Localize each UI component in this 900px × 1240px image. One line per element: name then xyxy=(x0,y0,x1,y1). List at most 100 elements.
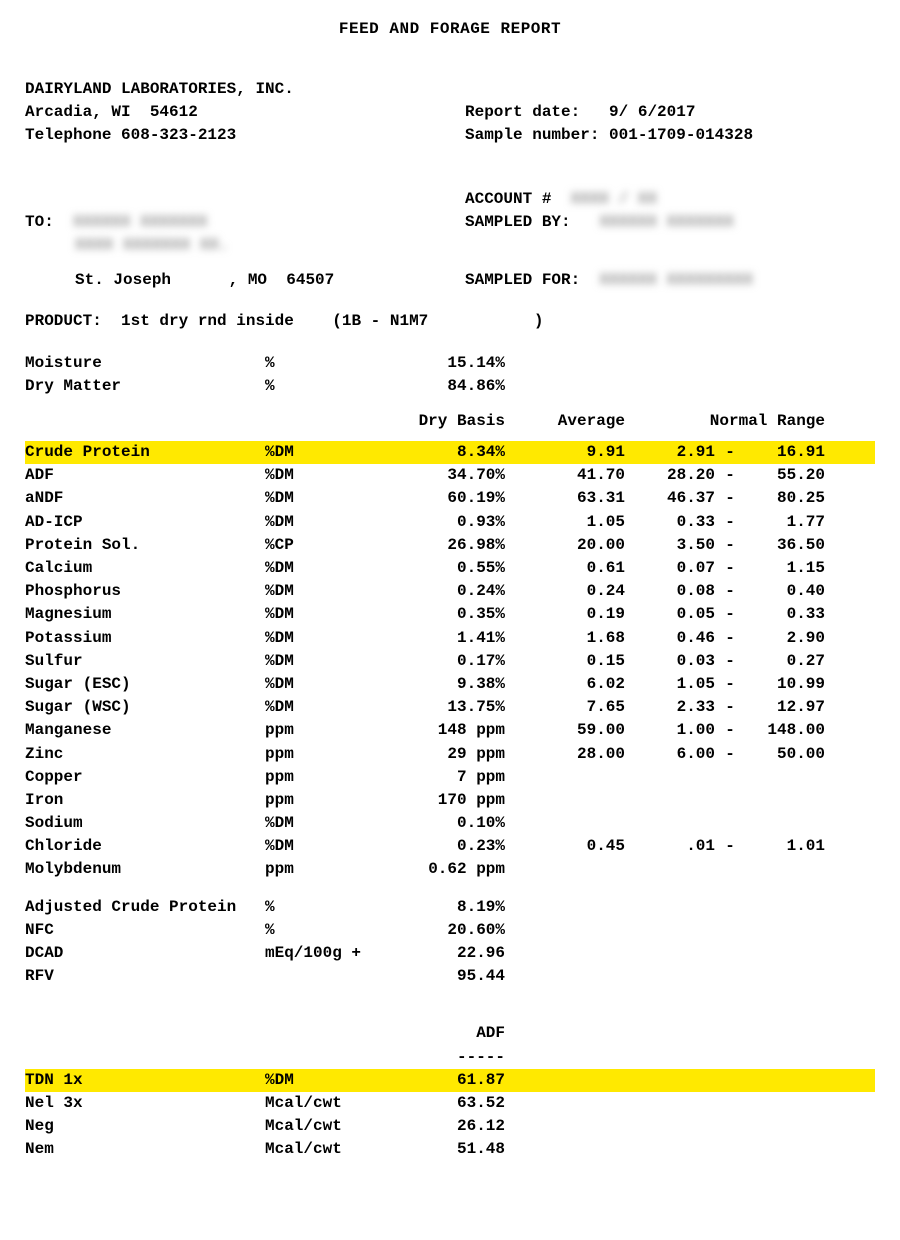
table-row: Zincppm29 ppm28.006.00-50.00 xyxy=(25,743,875,766)
param-unit: ppm xyxy=(265,789,375,812)
param-label: Moisture xyxy=(25,352,265,375)
param-unit: %DM xyxy=(265,673,375,696)
range-low: 6.00 xyxy=(635,743,715,766)
sampled-by-row: SAMPLED BY: XXXXXX XXXXXXX xyxy=(465,211,734,234)
lab-city: Arcadia, WI 54612 xyxy=(25,101,465,124)
range-high: 10.99 xyxy=(745,673,825,696)
average-value: 41.70 xyxy=(515,464,635,487)
param-label: Crude Protein xyxy=(25,441,265,464)
param-label: Protein Sol. xyxy=(25,534,265,557)
dry-basis-value: 1.41% xyxy=(375,627,515,650)
param-label: Manganese xyxy=(25,719,265,742)
param-unit: ppm xyxy=(265,858,375,881)
param-unit: ppm xyxy=(265,766,375,789)
account-redacted: XXXX / XX xyxy=(571,188,657,211)
range-high: 148.00 xyxy=(745,719,825,742)
average-value: 63.31 xyxy=(515,487,635,510)
sample-number-row: Sample number: 001-1709-014328 xyxy=(465,124,753,147)
product-code: (1B - N1M7 xyxy=(332,312,428,330)
range-high xyxy=(745,858,825,881)
dry-basis-value: 13.75% xyxy=(375,696,515,719)
to-row: TO: XXXXXX XXXXXXX xyxy=(25,211,465,234)
adf-value: 61.87 xyxy=(375,1069,515,1092)
table-row: Moisture%15.14% xyxy=(25,352,875,375)
range-low: 0.07 xyxy=(635,557,715,580)
param-label: Potassium xyxy=(25,627,265,650)
param-label: NFC xyxy=(25,919,265,942)
average-value: 0.24 xyxy=(515,580,635,603)
dry-basis-value: 9.38% xyxy=(375,673,515,696)
average-value: 0.61 xyxy=(515,557,635,580)
range-high: 36.50 xyxy=(745,534,825,557)
average-value: 1.05 xyxy=(515,511,635,534)
param-label: Sodium xyxy=(25,812,265,835)
dry-basis-value: 29 ppm xyxy=(375,743,515,766)
range-dash: - xyxy=(715,487,745,510)
param-unit: ppm xyxy=(265,743,375,766)
dry-basis-value: 95.44 xyxy=(375,965,515,988)
table-row: Adjusted Crude Protein%8.19% xyxy=(25,896,875,919)
table-row: ADF%DM34.70%41.7028.20-55.20 xyxy=(25,464,875,487)
range-low xyxy=(635,858,715,881)
param-label: Nem xyxy=(25,1138,265,1161)
dry-basis-value: 0.17% xyxy=(375,650,515,673)
table-row: Manganeseppm148 ppm59.001.00-148.00 xyxy=(25,719,875,742)
table-row: Molybdenumppm0.62 ppm xyxy=(25,858,875,881)
param-label: DCAD xyxy=(25,942,265,965)
range-high: 50.00 xyxy=(745,743,825,766)
average-value: 0.45 xyxy=(515,835,635,858)
table-row: Sugar (ESC)%DM9.38%6.021.05-10.99 xyxy=(25,673,875,696)
param-unit: %DM xyxy=(265,812,375,835)
table-row: Ironppm170 ppm xyxy=(25,789,875,812)
range-dash: - xyxy=(715,743,745,766)
range-low: 46.37 xyxy=(635,487,715,510)
range-low xyxy=(635,812,715,835)
param-unit: %DM xyxy=(265,835,375,858)
average-value: 20.00 xyxy=(515,534,635,557)
table-row: Sodium%DM0.10% xyxy=(25,812,875,835)
param-label: Sugar (ESC) xyxy=(25,673,265,696)
average-value: 59.00 xyxy=(515,719,635,742)
param-unit: Mcal/cwt xyxy=(265,1115,375,1138)
param-label: Copper xyxy=(25,766,265,789)
adf-value: 26.12 xyxy=(375,1115,515,1138)
dry-basis-value: 8.19% xyxy=(375,896,515,919)
param-unit xyxy=(265,965,375,988)
adf-value: 51.48 xyxy=(375,1138,515,1161)
table-row: AD-ICP%DM0.93%1.050.33-1.77 xyxy=(25,511,875,534)
range-high: 12.97 xyxy=(745,696,825,719)
param-unit: %DM xyxy=(265,511,375,534)
range-high: 55.20 xyxy=(745,464,825,487)
report-title: FEED AND FORAGE REPORT xyxy=(25,20,875,38)
param-label: Chloride xyxy=(25,835,265,858)
to-city-row: St. Joseph , MO 64507 xyxy=(25,269,465,292)
dry-basis-value: 26.98% xyxy=(375,534,515,557)
dry-basis-value: 0.10% xyxy=(375,812,515,835)
range-dash xyxy=(715,858,745,881)
param-unit: % xyxy=(265,896,375,919)
param-unit: Mcal/cwt xyxy=(265,1092,375,1115)
range-dash: - xyxy=(715,464,745,487)
range-dash: - xyxy=(715,627,745,650)
range-high: 1.77 xyxy=(745,511,825,534)
col-normal-range: Normal Range xyxy=(635,410,825,433)
param-unit: ppm xyxy=(265,719,375,742)
product-name: 1st dry rnd inside xyxy=(121,312,294,330)
range-dash: - xyxy=(715,580,745,603)
average-value: 28.00 xyxy=(515,743,635,766)
range-dash: - xyxy=(715,650,745,673)
param-label: Phosphorus xyxy=(25,580,265,603)
adf-divider-row: ----- xyxy=(25,1046,875,1069)
average-value xyxy=(515,789,635,812)
to-addr-redacted: XXXX XXXXXXX XX. xyxy=(75,234,229,257)
range-low: 0.05 xyxy=(635,603,715,626)
param-unit: % xyxy=(265,919,375,942)
param-value: 15.14% xyxy=(375,352,515,375)
param-unit: %DM xyxy=(265,650,375,673)
average-value: 1.68 xyxy=(515,627,635,650)
table-row: RFV95.44 xyxy=(25,965,875,988)
table-row: Sulfur%DM0.17%0.150.03-0.27 xyxy=(25,650,875,673)
table-row: NemMcal/cwt51.48 xyxy=(25,1138,875,1161)
param-unit: %DM xyxy=(265,557,375,580)
dry-basis-value: 20.60% xyxy=(375,919,515,942)
